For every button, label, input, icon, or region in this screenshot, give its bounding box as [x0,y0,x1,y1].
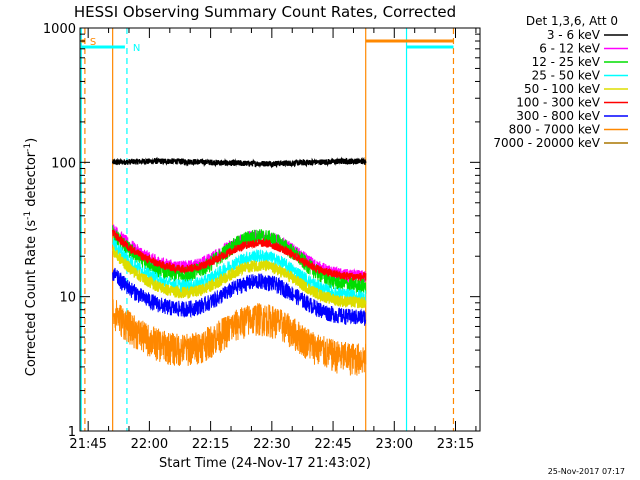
footer-timestamp: 25-Nov-2017 07:17 [548,467,625,476]
legend-label: 12 - 25 keV [532,55,601,69]
flag-label: S [90,37,96,48]
y-axis-label-mid: detector [24,151,39,211]
series-line-1 [111,156,367,169]
x-tick-label: 22:45 [314,437,351,452]
chart-title: HESSI Observing Summary Count Rates, Cor… [74,3,456,21]
legend-label: 100 - 300 keV [516,96,600,110]
y-axis-label-sup1: -1 [23,211,33,220]
y-tick-label: 100 [51,156,76,171]
legend-label: 300 - 800 keV [516,109,600,123]
series-line-5 [112,246,367,309]
x-tick-label: 21:45 [69,437,106,452]
legend-label: 25 - 50 keV [532,69,601,83]
series-line-6 [111,229,367,281]
series-line-7 [112,267,367,326]
y-tick-label: 1000 [43,22,76,37]
flag-label: N [133,43,140,54]
series-line-8 [112,299,367,376]
x-tick-label: 23:00 [376,437,413,452]
y-axis-label-sup2: -1 [23,143,33,152]
x-tick-label: 22:00 [131,437,168,452]
series-line-4 [112,237,367,304]
axes: 1 10 100 1000 21:45 22:00 22:15 22:30 22:45 23:00… [43,22,480,452]
plot-frame [79,27,481,432]
legend-label: 6 - 12 keV [539,42,601,56]
x-axis-label: Start Time (24-Nov-17 21:43:02) [159,456,371,471]
x-tick-label: 22:30 [253,437,290,452]
y-axis-label: Corrected Count Rate (s-1 detector-1) [23,138,39,376]
x-tick-label: 22:15 [192,437,229,452]
y-axis-label-end: ) [24,138,39,143]
y-tick-label: 10 [59,291,76,306]
legend-title: Det 1,3,6, Att 0 [526,14,618,28]
legend-label: 3 - 6 keV [547,28,601,42]
y-axis-label-main: Corrected Count Rate (s [24,220,39,377]
y-tick-label: 1 [68,425,76,440]
legend-label: 800 - 7000 keV [509,123,601,137]
legend-label: 7000 - 20000 keV [493,136,600,150]
x-tick-label: 23:15 [437,437,474,452]
plot-area: SN [80,28,455,431]
legend-label: 50 - 100 keV [524,82,601,96]
